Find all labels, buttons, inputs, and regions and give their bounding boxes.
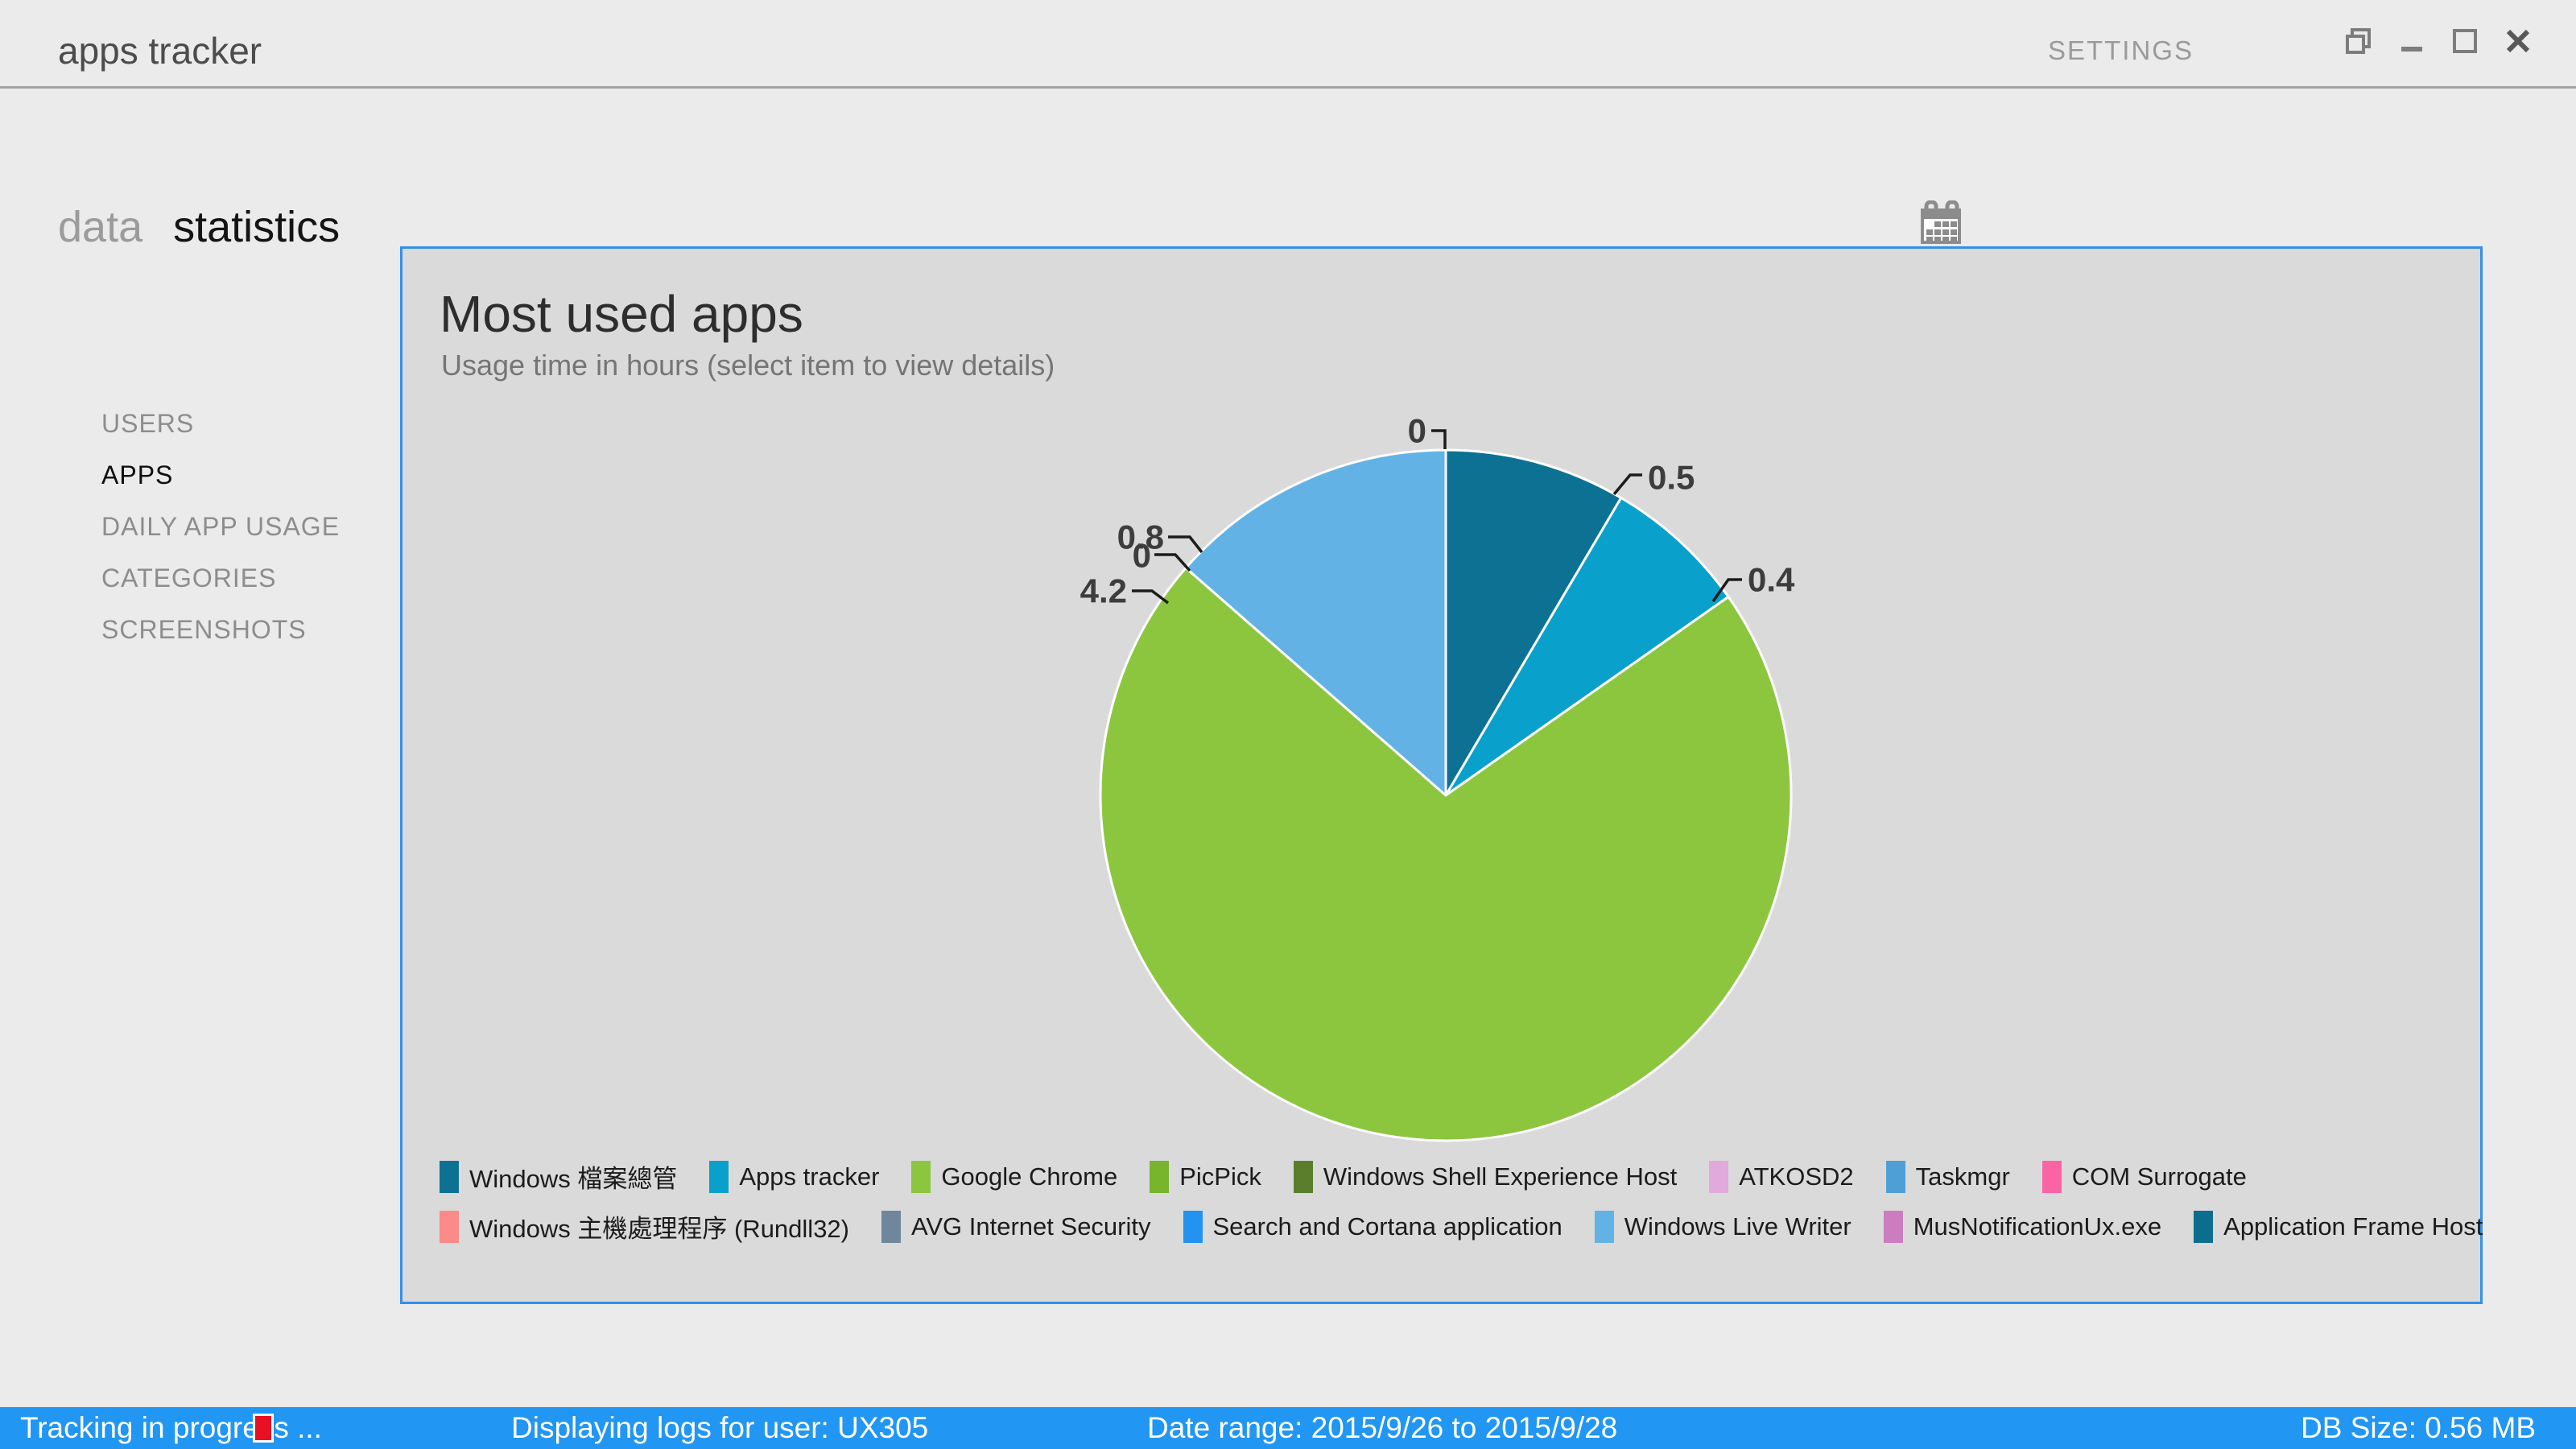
tab-data[interactable]: data xyxy=(58,203,143,251)
maximize-window-button[interactable] xyxy=(2449,26,2481,58)
sidebar-item-daily-app-usage[interactable]: DAILY APP USAGE xyxy=(101,512,341,541)
calendar-button[interactable] xyxy=(1918,200,1964,249)
legend-label: Google Chrome xyxy=(941,1162,1118,1191)
legend-item-avg-internet-security[interactable]: AVG Internet Security xyxy=(881,1210,1151,1243)
calendar-icon xyxy=(1918,200,1963,250)
nav-tabs: data statistics xyxy=(58,202,340,252)
legend-item-musnotificationux-exe[interactable]: MusNotificationUx.exe xyxy=(1883,1210,2162,1243)
legend-label: AVG Internet Security xyxy=(911,1212,1151,1241)
callout-value-label: 0 xyxy=(1408,412,1426,450)
sidebar-item-users[interactable]: USERS xyxy=(101,409,195,438)
tab-statistics[interactable]: statistics xyxy=(173,203,341,251)
legend-item-windows[interactable]: Windows 檔案總管 xyxy=(440,1158,677,1195)
callout-leader-line xyxy=(1612,473,1642,496)
legend-item-application-frame-host[interactable]: Application Frame Host xyxy=(2194,1210,2483,1243)
legend-item-windows-rundll32[interactable]: Windows 主機處理程序 (Rundll32) xyxy=(440,1208,849,1245)
legend-label: Windows 主機處理程序 (Rundll32) xyxy=(469,1215,849,1243)
legend-item-windows-shell-experience-host[interactable]: Windows Shell Experience Host xyxy=(1293,1160,1678,1193)
app-title: apps tracker xyxy=(58,30,262,72)
sidebar-nav: USERS APPS DAILY APP USAGE CATEGORIES SCREEN… xyxy=(101,398,340,655)
legend-swatch-icon xyxy=(1150,1160,1170,1193)
legend-item-atkosd2[interactable]: ATKOSD2 xyxy=(1709,1160,1854,1193)
pie-slice-google-chrome[interactable] xyxy=(1099,567,1793,1142)
minimize-window-button[interactable] xyxy=(2396,26,2428,58)
restore-window-button[interactable] xyxy=(2343,26,2375,58)
legend-item-taskmgr[interactable]: Taskmgr xyxy=(1885,1160,2010,1193)
sidebar-item-screenshots[interactable]: SCREENSHOTS xyxy=(101,615,307,644)
status-bar: Tracking in progress ... Displaying logs… xyxy=(0,1407,2576,1449)
legend-swatch-icon xyxy=(881,1210,901,1243)
legend-item-google-chrome[interactable]: Google Chrome xyxy=(911,1160,1118,1193)
panel-subtitle: Usage time in hours (select item to view… xyxy=(441,349,1055,382)
minimize-icon xyxy=(2400,27,2424,57)
legend-swatch-icon xyxy=(2041,1160,2062,1193)
restore-icon xyxy=(2345,27,2372,57)
legend-label: ATKOSD2 xyxy=(1739,1162,1854,1191)
pie-slice-windows-live-writer[interactable] xyxy=(1184,448,1447,797)
date-range-label: Date range: 2015/9/26 to 2015/9/28 xyxy=(1147,1411,1618,1444)
pie-slice-apps-tracker[interactable] xyxy=(1444,496,1730,797)
window-controls xyxy=(2343,19,2534,64)
close-icon xyxy=(2504,27,2532,57)
legend-label: COM Surrogate xyxy=(2071,1162,2247,1191)
sidebar-item-categories[interactable]: CATEGORIES xyxy=(101,564,277,592)
tracking-status-label: Tracking in progress ... xyxy=(20,1411,322,1444)
callout-value-label: 0 xyxy=(1133,537,1151,575)
legend-swatch-icon xyxy=(1709,1160,1729,1193)
callout-leader-line xyxy=(1711,578,1742,603)
panel-title: Most used apps xyxy=(440,285,803,343)
legend-swatch-icon xyxy=(1594,1210,1614,1243)
most-used-apps-panel: 0 0.5 0.4 4.2 0.8 0 Most used apps Usage time… xyxy=(400,246,2483,1304)
legend-swatch-icon xyxy=(1883,1210,1903,1243)
close-window-button[interactable] xyxy=(2502,26,2534,58)
pie-chart: 00.50.44.20.80 xyxy=(1080,412,1795,1142)
callout-leader-line xyxy=(1431,429,1447,449)
maximize-icon xyxy=(2451,27,2479,57)
legend-swatch-icon xyxy=(1183,1210,1203,1243)
callout-value-label: 0.8 xyxy=(1117,518,1164,556)
legend-swatch-icon xyxy=(440,1210,459,1243)
legend-item-apps-tracker[interactable]: Apps tracker xyxy=(709,1160,880,1193)
legend-swatch-icon xyxy=(2194,1210,2214,1243)
legend-item-windows-live-writer[interactable]: Windows Live Writer xyxy=(1594,1210,1852,1243)
legend-label: Search and Cortana application xyxy=(1212,1212,1563,1241)
legend-swatch-icon xyxy=(440,1160,459,1193)
callout-leader-line xyxy=(1154,553,1191,572)
tab-bar: data statistics xyxy=(0,91,2576,251)
legend-item-com-surrogate[interactable]: COM Surrogate xyxy=(2041,1160,2247,1193)
settings-button[interactable]: SETTINGS xyxy=(2047,35,2194,65)
legend-row-1: Windows 檔案總管 Apps tracker Google Chrome Pic… xyxy=(440,1158,2483,1195)
legend-label: Apps tracker xyxy=(739,1162,880,1191)
callout-value-label: 0.4 xyxy=(1748,561,1795,599)
legend-row-2: Windows 主機處理程序 (Rundll32) AVG Internet Se… xyxy=(440,1208,2483,1245)
callout-leader-line xyxy=(1132,589,1170,605)
legend-label: Windows Live Writer xyxy=(1624,1212,1852,1241)
legend-item-search-and-cortana-application[interactable]: Search and Cortana application xyxy=(1183,1210,1563,1243)
legend-swatch-icon xyxy=(911,1160,931,1193)
callout-value-label: 4.2 xyxy=(1080,572,1127,610)
legend-item-picpick[interactable]: PicPick xyxy=(1150,1160,1261,1193)
legend-label: Application Frame Host xyxy=(2223,1212,2483,1241)
legend-label: Taskmgr xyxy=(1915,1162,2010,1191)
callout-leader-line xyxy=(1168,535,1203,554)
chart-legend: Windows 檔案總管 Apps tracker Google Chrome Pic… xyxy=(440,1158,2483,1245)
legend-label: PicPick xyxy=(1179,1162,1261,1191)
title-bar: apps tracker SETTINGS xyxy=(0,0,2576,89)
legend-label: Windows 檔案總管 xyxy=(469,1165,678,1193)
pie-slice-windows[interactable] xyxy=(1444,448,1623,797)
legend-label: Windows Shell Experience Host xyxy=(1323,1162,1678,1191)
stop-tracking-button[interactable] xyxy=(253,1414,274,1443)
legend-swatch-icon xyxy=(1293,1160,1313,1193)
callout-value-label: 0.5 xyxy=(1648,459,1695,497)
legend-swatch-icon xyxy=(709,1160,729,1193)
legend-label: MusNotificationUx.exe xyxy=(1913,1212,2162,1241)
current-user-label: Displaying logs for user: UX305 xyxy=(511,1411,929,1444)
sidebar-item-apps[interactable]: APPS xyxy=(101,460,174,489)
legend-swatch-icon xyxy=(1885,1160,1905,1193)
db-size-label: DB Size: 0.56 MB xyxy=(2300,1411,2536,1444)
